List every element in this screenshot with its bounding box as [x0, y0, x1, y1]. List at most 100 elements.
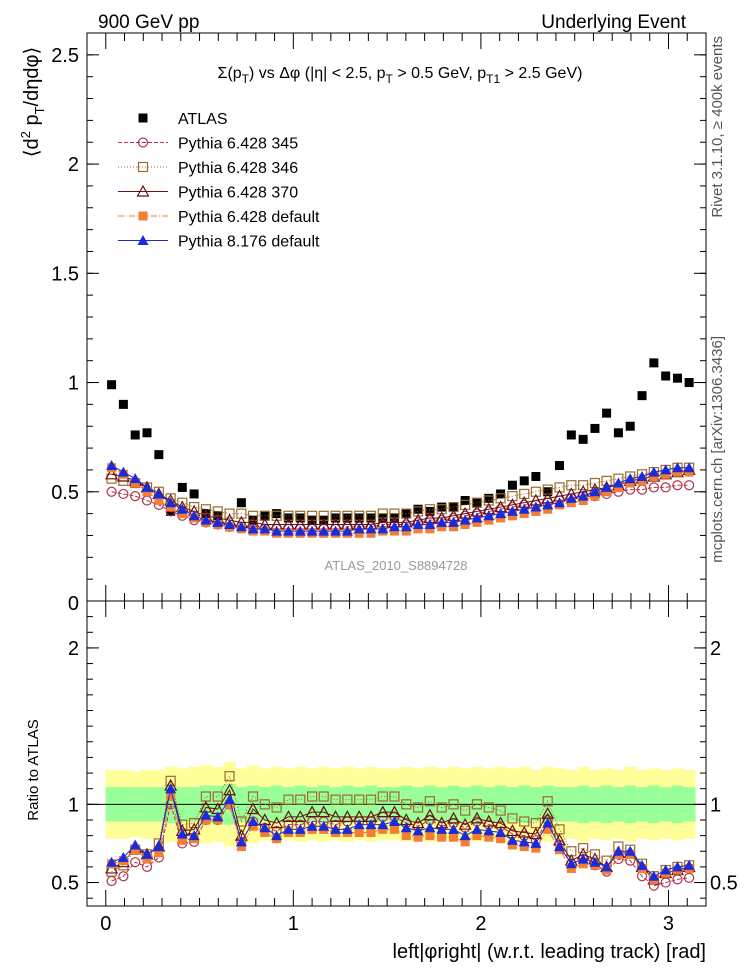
ratio-point: [317, 805, 331, 818]
ratio-point: [495, 805, 506, 816]
ratio-point: [188, 830, 200, 841]
plot-title-sub-t1: T: [242, 72, 250, 86]
ratio-point: [130, 845, 140, 855]
legend-label: Pythia 6.428 default: [178, 209, 320, 226]
ratio-point: [389, 824, 399, 834]
data-point: [495, 508, 507, 519]
plot-title-sub-t3: T1: [486, 72, 500, 86]
x-tick-label: 2: [475, 913, 486, 935]
ratio-point: [401, 831, 411, 841]
ratio-point: [329, 810, 343, 822]
data-point: [542, 484, 553, 495]
data-point: [118, 488, 129, 500]
ratio-point: [259, 822, 271, 833]
y-tick-label: 1: [68, 794, 79, 816]
legend-label: Pythia 8.176 default: [178, 234, 320, 251]
legend-marker: [138, 113, 148, 123]
ratio-point: [306, 791, 318, 802]
ratio-line: [111, 774, 690, 877]
x-tick-label: 0: [100, 913, 111, 935]
data-point: [200, 514, 212, 525]
ratio-point: [436, 823, 448, 834]
ratio-point: [177, 835, 187, 845]
ratio-point: [318, 791, 329, 802]
ratio-point: [246, 802, 260, 815]
ratio-point: [330, 823, 342, 834]
data-point: [342, 510, 353, 521]
data-point: [330, 525, 342, 536]
data-point: [295, 510, 306, 521]
data-point: [271, 510, 282, 521]
ratio-point: [636, 859, 648, 870]
ratio-series-pythia-8-176-default: [106, 783, 695, 881]
data-point: [649, 358, 659, 368]
y-tick-label-right: 0.5: [710, 873, 738, 895]
ratio-point: [236, 816, 247, 827]
ratio-point: [578, 859, 588, 869]
ratio-point: [425, 831, 435, 841]
ratio-plot: 0.5 0.5 1 1 2 2 0 1 2 3 Ratio to ATLAS left|φrig…: [25, 600, 738, 963]
legend-marker: [136, 184, 150, 197]
data-point: [236, 508, 247, 519]
ratio-point: [366, 827, 376, 837]
data-point: [684, 480, 695, 491]
ratio-point: [200, 809, 212, 820]
ratio-point: [506, 834, 518, 845]
ratio-point: [353, 819, 365, 830]
data-point: [437, 502, 447, 512]
legend: ATLAS Pythia 6.428 345 Pythia 6.428 346 Pyt…: [118, 111, 320, 251]
data-point: [637, 391, 647, 401]
data-point: [530, 501, 542, 512]
data-point: [495, 493, 506, 504]
data-point: [318, 510, 329, 521]
data-point: [424, 504, 435, 515]
data-point: [636, 470, 648, 481]
ratio-point: [377, 819, 389, 830]
ratio-point: [484, 832, 494, 842]
data-point: [554, 497, 566, 508]
data-point: [484, 493, 494, 503]
data-point: [118, 399, 128, 409]
data-point: [672, 480, 683, 491]
data-point: [259, 510, 270, 521]
data-point: [154, 496, 164, 506]
ratio-point: [449, 832, 459, 842]
data-point: [105, 467, 119, 480]
y-tick-label: 2.5: [51, 45, 79, 67]
data-point: [330, 510, 341, 521]
legend-label: Pythia 6.428 346: [178, 160, 298, 177]
data-point: [107, 380, 117, 390]
legend-entry-pythia-6-428-346: Pythia 6.428 346: [118, 160, 298, 177]
ratio-point: [519, 842, 529, 852]
ratio-point: [388, 816, 400, 827]
ratio-point: [212, 791, 223, 802]
data-point: [130, 430, 140, 440]
data-point: [519, 476, 529, 486]
data-point: [236, 498, 246, 508]
ratio-point: [365, 794, 377, 805]
ratio-point: [305, 805, 319, 818]
data-point: [684, 378, 694, 388]
data-point: [106, 486, 117, 497]
ratio-point: [201, 815, 211, 825]
data-point: [189, 489, 199, 499]
ratio-point: [224, 771, 235, 782]
data-point: [117, 466, 129, 477]
data-point: [625, 421, 635, 431]
ratio-point: [436, 802, 447, 813]
y-tick-label: 2: [68, 154, 79, 176]
series-atlas: [107, 358, 694, 532]
ratio-point: [389, 791, 400, 802]
data-point: [554, 482, 565, 493]
data-point: [590, 423, 600, 433]
y-tick-label: 1.5: [51, 263, 79, 285]
ylabel-sub-t: T: [32, 106, 47, 114]
plot-title: Σ(pT) vs Δφ (|η| < 2.5, pT > 0.5 GeV, pT…: [218, 65, 583, 86]
ratio-series: [105, 771, 696, 891]
ratio-point: [293, 810, 307, 822]
y-tick-label-right: 2: [710, 638, 721, 660]
x-axis-label: left|φright| (w.r.t. leading track) [rad…: [393, 941, 706, 963]
data-point: [518, 503, 530, 514]
data-point: [471, 497, 483, 508]
data-point: [519, 488, 530, 500]
